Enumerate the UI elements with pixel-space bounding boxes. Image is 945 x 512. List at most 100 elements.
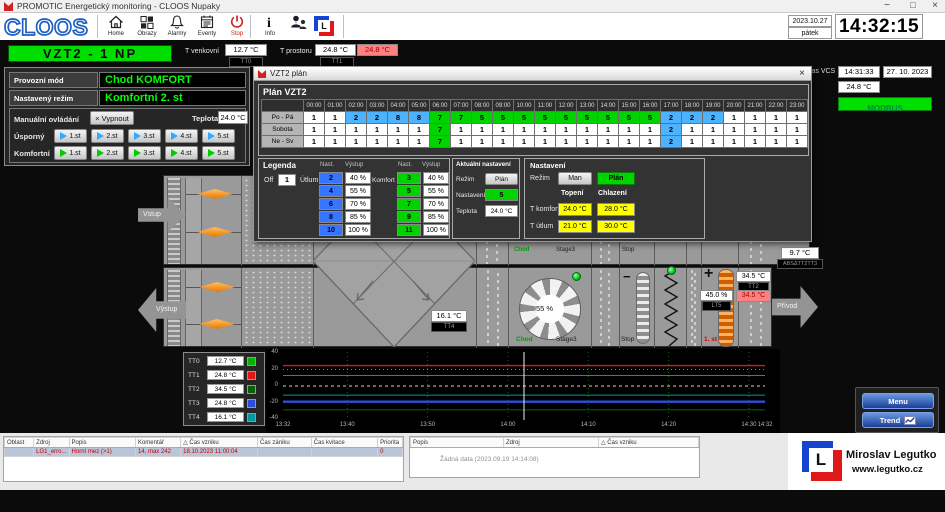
plan-cell[interactable]: 1 (744, 135, 766, 148)
plan-cell[interactable]: 1 (702, 135, 724, 148)
toolbar-obrazy-button[interactable]: Obrazy (132, 14, 162, 37)
komfortni-stage-button[interactable]: 1.st (54, 146, 87, 160)
plan-cell[interactable]: 1 (534, 123, 556, 136)
plan-cell[interactable]: 7 (429, 123, 451, 136)
column-header[interactable]: Popis (410, 437, 504, 448)
plan-cell[interactable]: 1 (597, 135, 619, 148)
column-header[interactable]: Zdroj (503, 437, 599, 448)
trend-series-color[interactable] (247, 412, 256, 422)
plan-cell[interactable]: 1 (408, 135, 430, 148)
plan-cell[interactable]: 1 (744, 123, 766, 136)
plan-cell[interactable]: 1 (786, 135, 808, 148)
plan-cell[interactable]: 1 (366, 135, 388, 148)
plan-cell[interactable]: 2 (660, 123, 682, 136)
plan-cell[interactable]: 1 (513, 123, 535, 136)
plan-cell[interactable]: 2 (345, 111, 367, 124)
plan-cell[interactable]: 1 (702, 123, 724, 136)
footer-url[interactable]: www.legutko.cz (852, 464, 923, 475)
column-header[interactable]: △ Čas vzniku (180, 437, 259, 448)
toolbar-stop-button[interactable]: Stop (222, 14, 252, 37)
toolbar-info-button[interactable]: i Info (255, 14, 285, 37)
plan-cell[interactable]: 1 (639, 135, 661, 148)
t-utlum-topeni-input[interactable]: 21.0 °C (558, 220, 592, 233)
alarm-row[interactable]: LG1_erro... Horní mez (>1) 14, max 242 18.1… (3, 447, 403, 457)
trend-series-color[interactable] (247, 384, 256, 394)
plan-cell[interactable]: 2 (702, 111, 724, 124)
plan-cell[interactable]: 1 (765, 111, 787, 124)
plan-cell[interactable]: 1 (597, 123, 619, 136)
toolbar-eventy-button[interactable]: Eventy (192, 14, 222, 37)
column-header[interactable]: Oblast (3, 437, 35, 448)
plan-cell[interactable]: 2 (681, 111, 703, 124)
plan-cell[interactable]: 1 (576, 123, 598, 136)
plan-cell[interactable]: 1 (492, 123, 514, 136)
plan-cell[interactable]: 1 (471, 135, 493, 148)
column-header[interactable]: Popis (68, 437, 136, 448)
plan-cell[interactable]: 1 (723, 123, 745, 136)
modbus-button[interactable]: MODBUS (838, 97, 932, 113)
toolbar-users-button[interactable] (284, 14, 314, 31)
plan-cell[interactable]: 5 (639, 111, 661, 124)
plan-cell[interactable]: 1 (555, 123, 577, 136)
plan-cell[interactable]: 1 (786, 111, 808, 124)
plan-cell[interactable]: 7 (429, 111, 451, 124)
plan-cell[interactable]: 1 (303, 135, 325, 148)
plan-cell[interactable]: 5 (618, 111, 640, 124)
plan-cell[interactable]: 7 (429, 135, 451, 148)
plan-cell[interactable]: 1 (786, 123, 808, 136)
usporny-stage-button[interactable]: 1.st (54, 129, 87, 143)
toolbar-alarmy-button[interactable]: Alarmy (162, 14, 192, 37)
plan-cell[interactable]: 1 (450, 135, 472, 148)
plan-cell[interactable]: 1 (723, 135, 745, 148)
plan-cell[interactable]: 1 (513, 135, 535, 148)
komfortni-stage-button[interactable]: 4.st (165, 146, 198, 160)
plan-cell[interactable]: 1 (408, 123, 430, 136)
vypnout-button[interactable]: × Vypnout (90, 111, 134, 125)
dialog-close-icon[interactable]: × (799, 68, 805, 79)
plan-cell[interactable]: 1 (303, 123, 325, 136)
plan-cell[interactable]: 7 (450, 111, 472, 124)
column-header[interactable]: Čas zániku (257, 437, 312, 448)
usporny-stage-button[interactable]: 4.st (165, 129, 198, 143)
plan-cell[interactable]: 2 (660, 135, 682, 148)
plan-cell[interactable]: 1 (618, 123, 640, 136)
teplota-input[interactable]: 24.0 °C (218, 111, 248, 124)
t-utlum-chlazeni-input[interactable]: 30.0 °C (597, 220, 635, 233)
column-header[interactable]: △ Čas vzniku (598, 437, 699, 448)
plan-cell[interactable]: 1 (618, 135, 640, 148)
plan-cell[interactable]: 8 (408, 111, 430, 124)
trend-series-color[interactable] (247, 398, 256, 408)
plan-cell[interactable]: 1 (555, 135, 577, 148)
column-header[interactable]: Zdroj (33, 437, 70, 448)
plan-cell[interactable]: 5 (513, 111, 535, 124)
plan-cell[interactable]: 5 (492, 111, 514, 124)
plan-cell[interactable]: 1 (681, 135, 703, 148)
plan-cell[interactable]: 1 (492, 135, 514, 148)
dialog-titlebar[interactable]: VZT2 plán × (254, 67, 811, 81)
komfortni-stage-button[interactable]: 3.st (128, 146, 161, 160)
toolbar-home-button[interactable]: Home (101, 14, 131, 37)
plan-cell[interactable]: 5 (597, 111, 619, 124)
plan-cell[interactable]: 1 (765, 123, 787, 136)
plan-cell[interactable]: 1 (345, 135, 367, 148)
man-button[interactable]: Man (558, 172, 592, 185)
t-komfort-chlazeni-input[interactable]: 28.0 °C (597, 203, 635, 216)
plan-cell[interactable]: 1 (324, 135, 346, 148)
column-header[interactable]: Čas kvitace (310, 437, 379, 448)
plan-cell[interactable]: 2 (660, 111, 682, 124)
usporny-stage-button[interactable]: 3.st (128, 129, 161, 143)
plan-cell[interactable]: 8 (387, 111, 409, 124)
plan-cell[interactable]: 1 (345, 123, 367, 136)
komfortni-stage-button[interactable]: 5.st (202, 146, 235, 160)
column-header[interactable]: Komentář (134, 437, 182, 448)
komfortni-stage-button[interactable]: 2.st (91, 146, 124, 160)
usporny-stage-button[interactable]: 2.st (91, 129, 124, 143)
trend-series-color[interactable] (247, 356, 256, 366)
plan-cell[interactable]: 1 (303, 111, 325, 124)
trend-button[interactable]: Trend (862, 412, 934, 428)
plan-cell[interactable]: 1 (324, 111, 346, 124)
plan-cell[interactable]: 1 (471, 123, 493, 136)
plan-cell[interactable]: 2 (366, 111, 388, 124)
menu-button[interactable]: Menu (862, 393, 934, 409)
plan-cell[interactable]: 1 (744, 111, 766, 124)
